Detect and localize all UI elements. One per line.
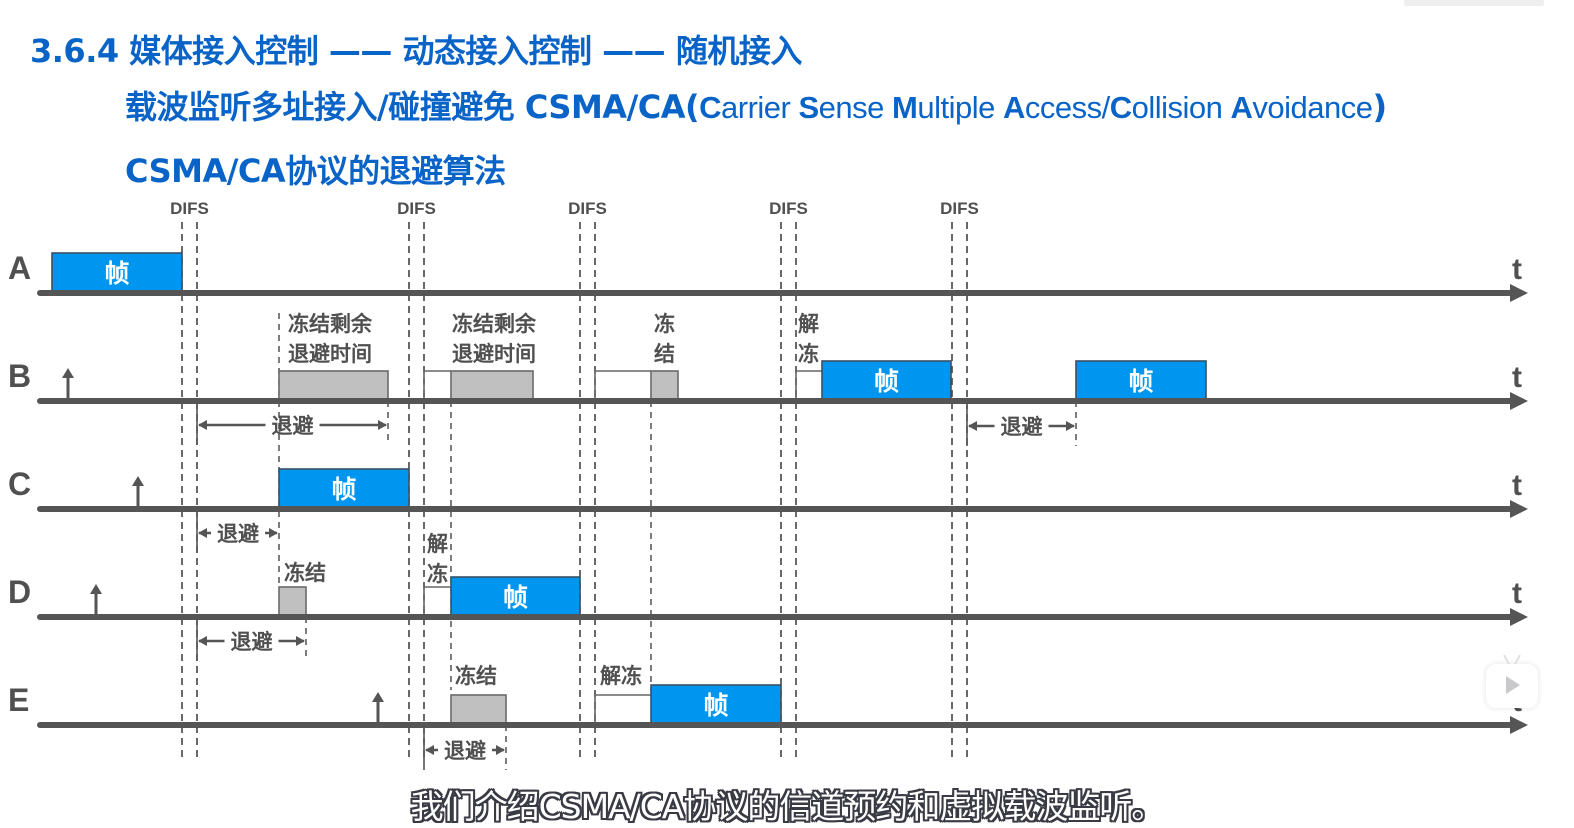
frame-block [1075, 360, 1207, 402]
annotation-label: 冻 [427, 562, 448, 586]
frame-arrival-arrowhead [62, 368, 74, 378]
time-axis-arrowhead [1510, 500, 1528, 518]
idle-slot-outline [795, 370, 822, 401]
backoff-span-label: 退避 [231, 630, 273, 654]
backoff-span-arrow-left [198, 636, 207, 646]
annotation-label: 冻 [654, 312, 675, 336]
time-label: t [1512, 469, 1522, 502]
annotation-label: 解冻 [600, 664, 642, 688]
backoff-span-arrow-left [198, 420, 207, 430]
backoff-span-label: 退避 [272, 414, 314, 438]
annotation-label: 冻结 [284, 561, 326, 585]
frame-arrival-arrowhead [372, 692, 384, 702]
acronym-letter: A [1002, 90, 1025, 125]
annotation-label: 解 [427, 532, 448, 556]
backoff-block [278, 370, 389, 402]
backoff-block [450, 370, 534, 402]
backoff-span-arrow-right [378, 420, 387, 430]
frame-label: 帧 [503, 583, 528, 612]
backoff-span-arrow-left [968, 421, 977, 431]
acronym-letter: C [1109, 90, 1132, 125]
acronym-word-rest: ollision [1131, 90, 1231, 125]
station-label-d: D [8, 574, 31, 610]
frame-block [821, 360, 952, 402]
backoff-block [450, 694, 507, 726]
frame-label: 帧 [1128, 367, 1153, 396]
idle-slot-outline [594, 694, 651, 725]
backoff-span-arrow-left [198, 528, 207, 538]
difs-label: DIFS [769, 199, 808, 218]
difs-label: DIFS [397, 199, 436, 218]
time-axis-arrowhead [1510, 716, 1528, 734]
backoff-span-arrow-right [296, 636, 305, 646]
video-subtitle: 我们介绍CSMA/CA协议的信道预约和虚拟载波监听。 [410, 787, 1165, 826]
protocol-title-en: Carrier Sense Multiple Access/Collision … [699, 90, 1373, 125]
idle-slot-outline [423, 586, 451, 617]
time-axis-arrowhead [1510, 392, 1528, 410]
acronym-word-rest: voidance [1252, 90, 1373, 125]
frame-block [650, 684, 782, 726]
station-label-a: A [8, 250, 31, 286]
acronym-letter: S [798, 90, 819, 125]
difs-label: DIFS [568, 199, 607, 218]
backoff-span-label: 退避 [217, 522, 259, 546]
acronym-letter: C [699, 90, 722, 125]
backoff-span-arrow-left [425, 745, 434, 755]
annotation-label: 冻结 [455, 664, 497, 688]
protocol-title-cn: 载波监听多址接入/碰撞避免 CSMA/CA( [125, 88, 700, 126]
frame-arrival-arrowhead [132, 476, 144, 486]
annotation-label: 结 [654, 342, 675, 366]
acronym-word-rest: ense [818, 90, 893, 125]
protocol-title: 载波监听多址接入/碰撞避免 CSMA/CA(Carrier Sense Mult… [125, 82, 1387, 128]
backoff-span-arrow-right [269, 528, 278, 538]
frame-label: 帧 [874, 367, 899, 396]
section-title: 3.6.4 媒体接入控制 —— 动态接入控制 —— 随机接入 [30, 32, 802, 70]
difs-label: DIFS [940, 199, 979, 218]
time-label: t [1512, 361, 1522, 394]
frame-label: 帧 [331, 475, 356, 504]
time-label: t [1512, 253, 1522, 286]
frame-arrival-arrowhead [90, 584, 102, 594]
frame-block [450, 576, 581, 618]
top-toolbar-ghost [1404, 0, 1544, 6]
acronym-word-rest: arrier [721, 90, 799, 125]
acronym-letter: A [1230, 90, 1253, 125]
annotation-label: 退避时间 [452, 342, 536, 366]
algorithm-title: CSMA/CA协议的退避算法 [125, 152, 506, 190]
acronym-letter: M [892, 90, 918, 125]
acronym-word-rest: ccess/ [1024, 90, 1110, 125]
frame-block [278, 468, 410, 510]
frame-label: 帧 [703, 691, 728, 720]
station-label-e: E [8, 682, 29, 718]
annotation-label: 冻结剩余 [288, 312, 373, 336]
backoff-span-label: 退避 [444, 739, 486, 763]
acronym-word-rest: ultiple [917, 90, 1003, 125]
annotation-label: 退避时间 [288, 342, 372, 366]
annotation-label: 解 [798, 312, 819, 336]
backoff-span-label: 退避 [1001, 415, 1043, 439]
protocol-title-close: ) [1372, 88, 1387, 126]
backoff-span-arrow-right [496, 745, 505, 755]
station-label-b: B [8, 358, 31, 394]
backoff-block [278, 586, 307, 618]
time-label: t [1512, 577, 1522, 610]
station-label-c: C [8, 466, 31, 502]
annotation-label: 冻 [798, 342, 819, 366]
idle-slot-outline [423, 370, 451, 401]
annotation-label: 冻结剩余 [452, 312, 537, 336]
video-player-icon[interactable] [1486, 655, 1538, 708]
tv-antenna-icon [1503, 655, 1521, 665]
time-axis-arrowhead [1510, 608, 1528, 626]
frame-label: 帧 [104, 259, 129, 288]
difs-label: DIFS [170, 199, 209, 218]
frame-block [51, 252, 183, 294]
backoff-block [650, 370, 679, 402]
backoff-span-arrow-right [1066, 421, 1075, 431]
time-axis-arrowhead [1510, 284, 1528, 302]
idle-slot-outline [594, 370, 651, 401]
play-icon [1506, 676, 1520, 694]
